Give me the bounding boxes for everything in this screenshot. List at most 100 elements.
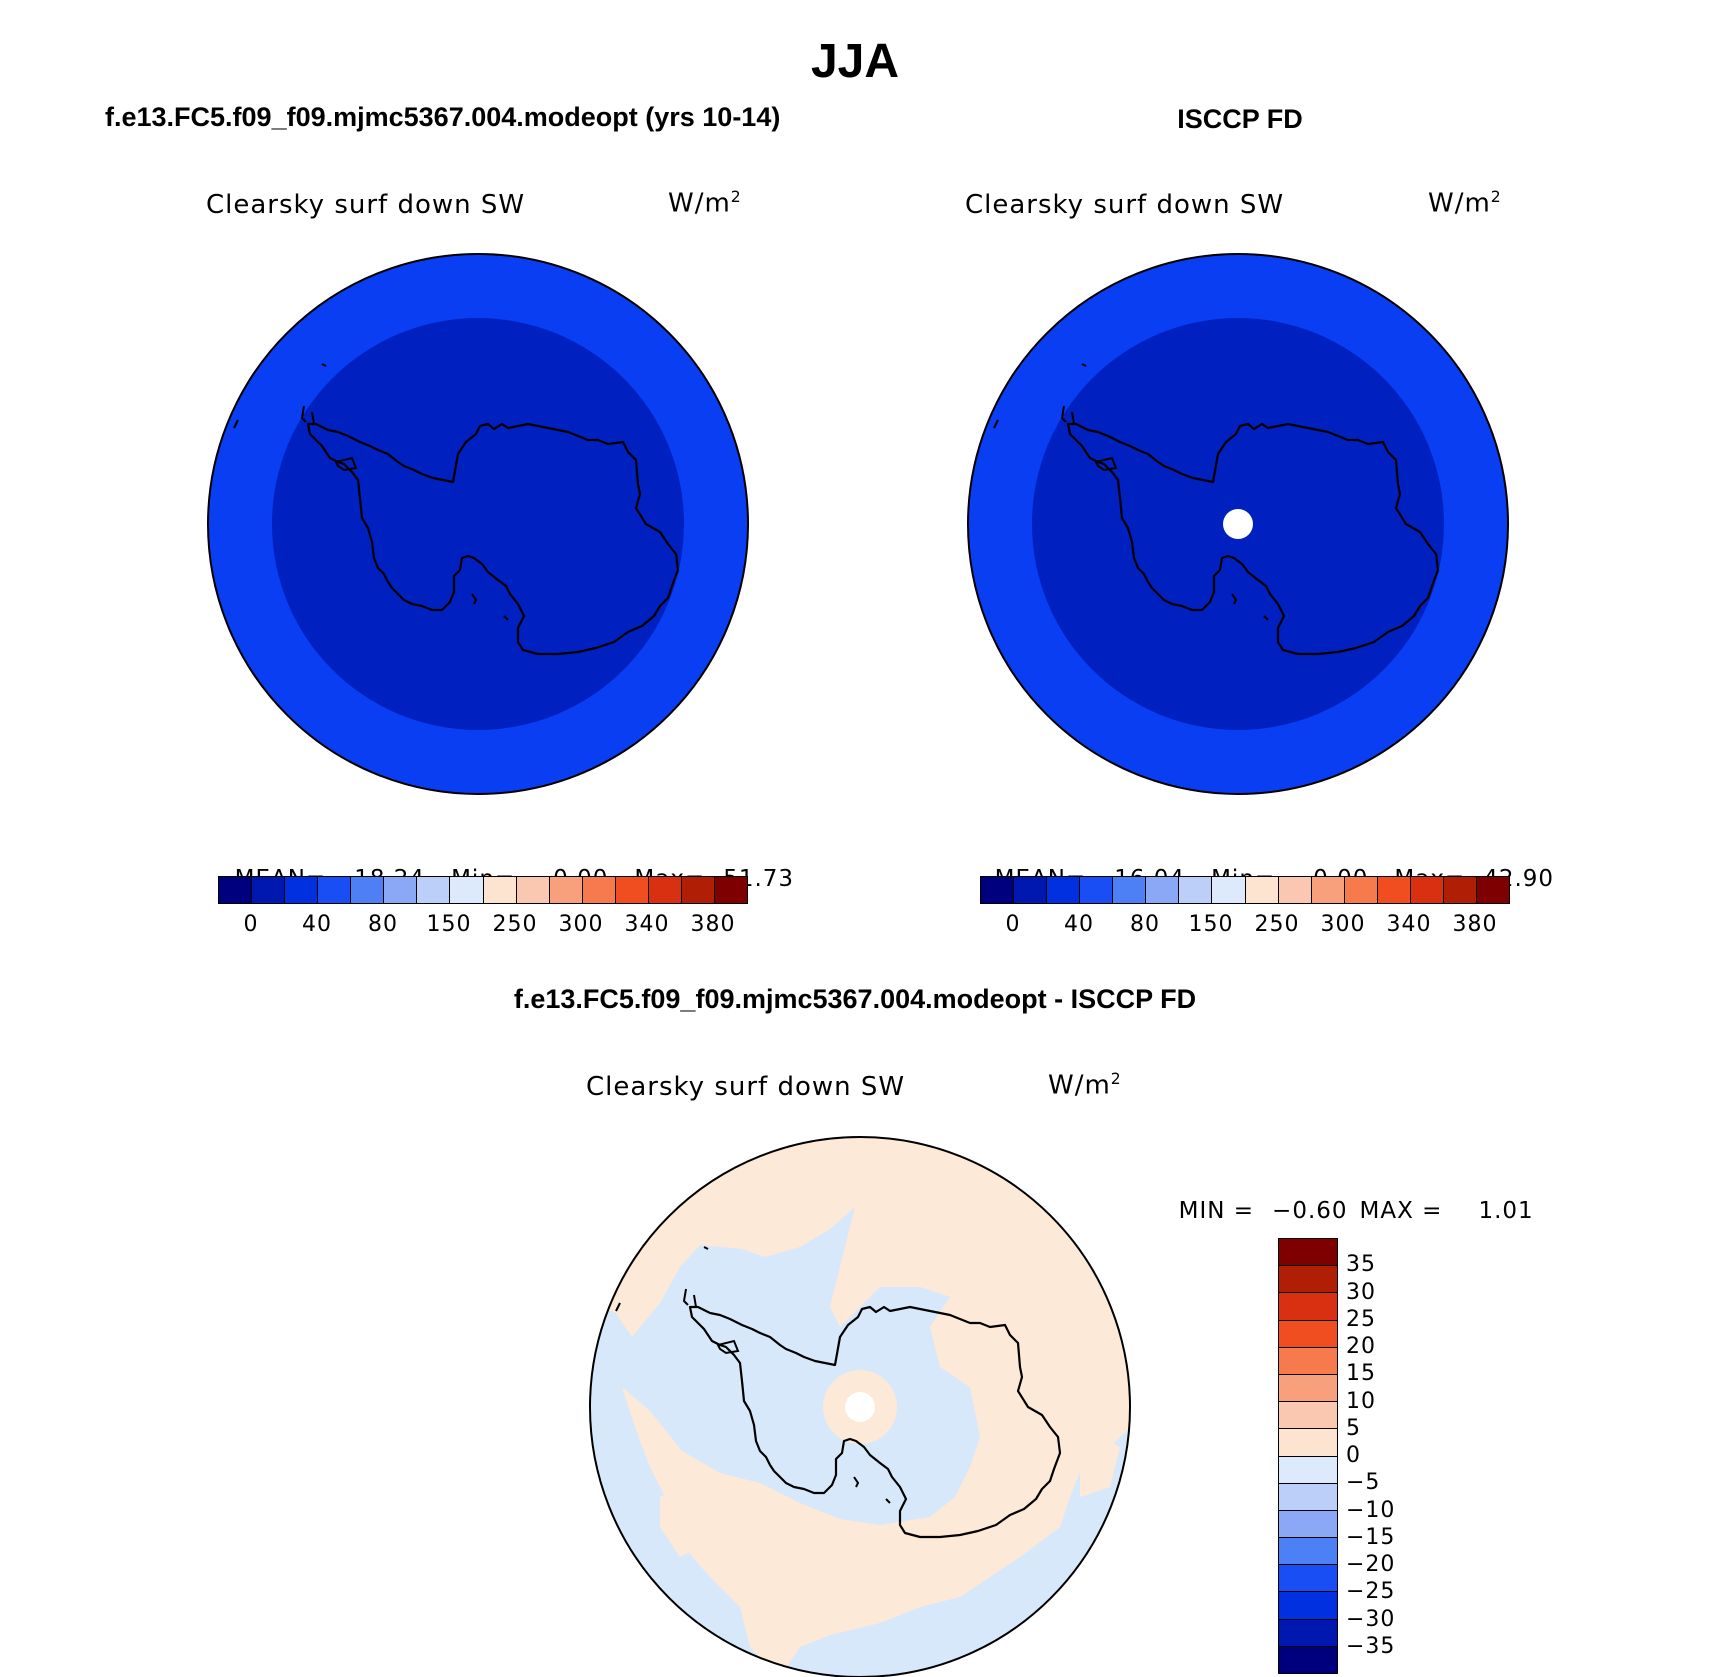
obs-colorbar-swatch — [1311, 877, 1345, 903]
right-panel-title: ISCCP FD — [1177, 104, 1303, 134]
model-colorbar-swatch — [714, 877, 747, 903]
model-colorbar-swatch — [483, 877, 517, 903]
diff-units-label: W/m2 — [1048, 1070, 1122, 1101]
model-colorbar-swatch — [351, 877, 385, 903]
model-colorbar-swatch — [582, 877, 616, 903]
obs-colorbar-tick-label: 380 — [1452, 912, 1498, 937]
diff-stats: MIN = −0.60 MAX = 1.01 — [1162, 1172, 1534, 1224]
diff-colorbar-swatch — [1279, 1592, 1337, 1620]
obs-colorbar-swatch — [1179, 877, 1213, 903]
diff-panel-title: f.e13.FC5.f09_f09.mjmc5367.004.modeopt -… — [513, 984, 1197, 1014]
diff-colorbar-tick-label: −35 — [1346, 1633, 1396, 1659]
model-variable-label: Clearsky surf down SW — [206, 190, 526, 220]
diff-colorbar-tick-label: 35 — [1346, 1252, 1376, 1278]
diff-colorbar-tick-label: −15 — [1346, 1524, 1396, 1550]
obs-colorbar-tick-label: 250 — [1254, 912, 1300, 937]
model-colorbar-tick-label: 340 — [624, 912, 670, 937]
diff-variable-label: Clearsky surf down SW — [586, 1072, 906, 1102]
model-colorbar-swatch — [417, 877, 451, 903]
obs-colorbar-swatch — [1278, 877, 1312, 903]
obs-colorbar-swatch — [1047, 877, 1081, 903]
diff-colorbar-tick-label: 0 — [1346, 1443, 1361, 1468]
model-colorbar-ticks: 0 40 80 150 250 300 340 380 — [218, 912, 746, 940]
obs-colorbar-swatch — [1113, 877, 1147, 903]
diff-colorbar-tick-label: −25 — [1346, 1579, 1396, 1605]
diff-colorbar-tick-label: 30 — [1346, 1279, 1376, 1305]
diff-colorbar-swatch — [1279, 1456, 1337, 1484]
diff-colorbar-swatch — [1279, 1347, 1337, 1375]
diff-colorbar-swatch — [1279, 1538, 1337, 1566]
model-colorbar-tick-label: 0 — [243, 912, 259, 937]
diff-min-value: −0.60 — [1272, 1198, 1348, 1224]
diff-colorbar-swatch — [1279, 1320, 1337, 1348]
obs-colorbar-tick-label: 150 — [1188, 912, 1234, 937]
diff-colorbar-swatch — [1279, 1429, 1337, 1457]
obs-colorbar-swatch — [1146, 877, 1180, 903]
diff-colorbar-tick-label: −20 — [1346, 1552, 1396, 1577]
obs-colorbar-swatch — [1245, 877, 1279, 903]
model-colorbar-swatch — [450, 877, 484, 903]
figure-title: JJA — [810, 35, 900, 88]
diff-missing-pole — [845, 1392, 875, 1422]
diff-colorbar-tick-label: 25 — [1346, 1306, 1376, 1332]
diff-colorbar-swatch — [1279, 1293, 1337, 1321]
diff-polar-map — [589, 1136, 1131, 1677]
diff-colorbar-swatch — [1279, 1402, 1337, 1430]
model-polar-map — [207, 253, 749, 795]
obs-colorbar-swatch — [981, 877, 1015, 903]
diff-colorbar-swatch — [1279, 1510, 1337, 1539]
model-colorbar-swatch — [615, 877, 649, 903]
model-colorbar-swatch — [318, 877, 352, 903]
model-colorbar-swatch — [648, 877, 682, 903]
left-panel-title: f.e13.FC5.f09_f09.mjmc5367.004.modeopt (… — [105, 102, 781, 132]
diff-colorbar-tick-label: 5 — [1346, 1415, 1361, 1441]
obs-colorbar — [980, 876, 1510, 904]
obs-polar-map — [967, 253, 1509, 795]
diff-colorbar-tick-label: −30 — [1346, 1606, 1396, 1632]
obs-units-label: W/m2 — [1428, 188, 1502, 219]
obs-colorbar-tick-label: 340 — [1386, 912, 1432, 937]
obs-colorbar-tick-label: 0 — [1005, 912, 1021, 937]
model-colorbar-tick-label: 380 — [690, 912, 736, 937]
obs-colorbar-swatch — [1080, 877, 1114, 903]
diff-colorbar-tick-label: −5 — [1346, 1470, 1381, 1496]
diff-colorbar-swatch — [1279, 1266, 1337, 1294]
obs-colorbar-tick-label: 300 — [1320, 912, 1366, 937]
diff-colorbar-tick-label: 20 — [1346, 1334, 1376, 1359]
model-colorbar — [218, 876, 748, 904]
model-colorbar-tick-label: 40 — [302, 912, 332, 937]
diff-colorbar — [1278, 1238, 1338, 1674]
obs-colorbar-tick-label: 80 — [1130, 912, 1160, 937]
diff-colorbar-ticks: 35 30 25 20 15 10 5 0 −5 −10 −15 −20 −25 −30 −35 — [1346, 1238, 1446, 1674]
diff-colorbar-swatch — [1279, 1483, 1337, 1511]
diff-max-value: 1.01 — [1478, 1198, 1534, 1224]
diff-colorbar-tick-label: 15 — [1346, 1361, 1376, 1387]
model-colorbar-swatch — [516, 877, 550, 903]
obs-colorbar-ticks: 0 40 80 150 250 300 340 380 — [980, 912, 1508, 940]
obs-colorbar-swatch — [1443, 877, 1477, 903]
model-inner-disc — [272, 318, 684, 730]
model-units-label: W/m2 — [668, 188, 742, 219]
diff-colorbar-tick-label: −10 — [1346, 1497, 1396, 1523]
diff-colorbar-swatch — [1279, 1239, 1337, 1267]
model-colorbar-tick-label: 80 — [368, 912, 398, 937]
obs-colorbar-swatch — [1476, 877, 1509, 903]
model-colorbar-swatch — [285, 877, 319, 903]
diff-colorbar-swatch — [1279, 1619, 1337, 1647]
model-colorbar-tick-label: 150 — [426, 912, 472, 937]
model-colorbar-swatch — [549, 877, 583, 903]
diff-colorbar-swatch — [1279, 1646, 1337, 1673]
diff-max-label: MAX = — [1359, 1198, 1443, 1224]
diff-colorbar-tick-label: 10 — [1346, 1388, 1376, 1414]
obs-colorbar-swatch — [1410, 877, 1444, 903]
model-colorbar-swatch — [384, 877, 418, 903]
diff-min-label: MIN = — [1178, 1198, 1255, 1224]
obs-colorbar-tick-label: 40 — [1064, 912, 1094, 937]
model-colorbar-tick-label: 300 — [558, 912, 604, 937]
obs-variable-label: Clearsky surf down SW — [965, 190, 1285, 220]
model-colorbar-swatch — [219, 877, 253, 903]
model-colorbar-tick-label: 250 — [492, 912, 538, 937]
obs-missing-pole — [1223, 509, 1253, 539]
diff-colorbar-swatch — [1279, 1374, 1337, 1403]
obs-colorbar-swatch — [1344, 877, 1378, 903]
